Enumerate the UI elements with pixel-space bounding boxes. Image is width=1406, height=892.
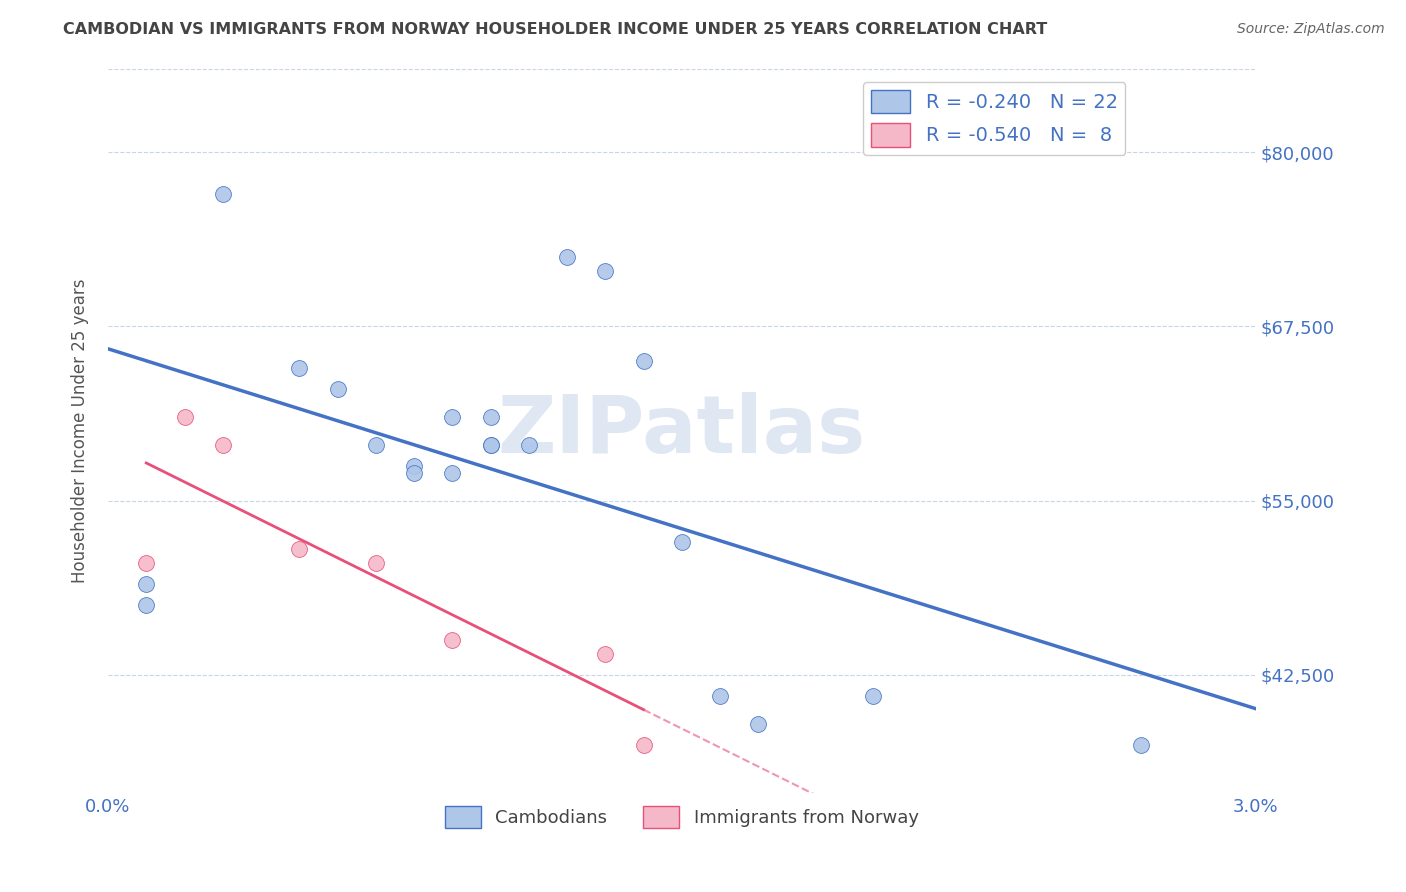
Text: CAMBODIAN VS IMMIGRANTS FROM NORWAY HOUSEHOLDER INCOME UNDER 25 YEARS CORRELATIO: CAMBODIAN VS IMMIGRANTS FROM NORWAY HOUS… [63,22,1047,37]
Point [479,409,502,424]
Point [862,689,884,703]
Point [402,458,425,473]
Point [402,466,425,480]
Point [479,438,502,452]
Text: Source: ZipAtlas.com: Source: ZipAtlas.com [1237,22,1385,37]
Point [135,557,157,571]
Legend: Cambodians, Immigrants from Norway: Cambodians, Immigrants from Norway [437,798,927,835]
Point [633,738,655,752]
Point [595,647,617,661]
Point [555,250,578,264]
Point [211,186,233,201]
Point [633,354,655,368]
Point [135,577,157,591]
Point [441,466,464,480]
Point [288,542,311,557]
Point [479,438,502,452]
Point [747,716,769,731]
Point [135,598,157,612]
Point [173,409,195,424]
Text: ZIPatlas: ZIPatlas [498,392,866,470]
Point [364,557,387,571]
Point [211,438,233,452]
Point [517,438,540,452]
Point [1129,738,1152,752]
Point [441,409,464,424]
Point [326,382,349,396]
Y-axis label: Householder Income Under 25 years: Householder Income Under 25 years [72,278,89,583]
Point [441,633,464,648]
Point [709,689,731,703]
Point [364,438,387,452]
Point [288,361,311,376]
Point [671,535,693,549]
Point [595,263,617,277]
